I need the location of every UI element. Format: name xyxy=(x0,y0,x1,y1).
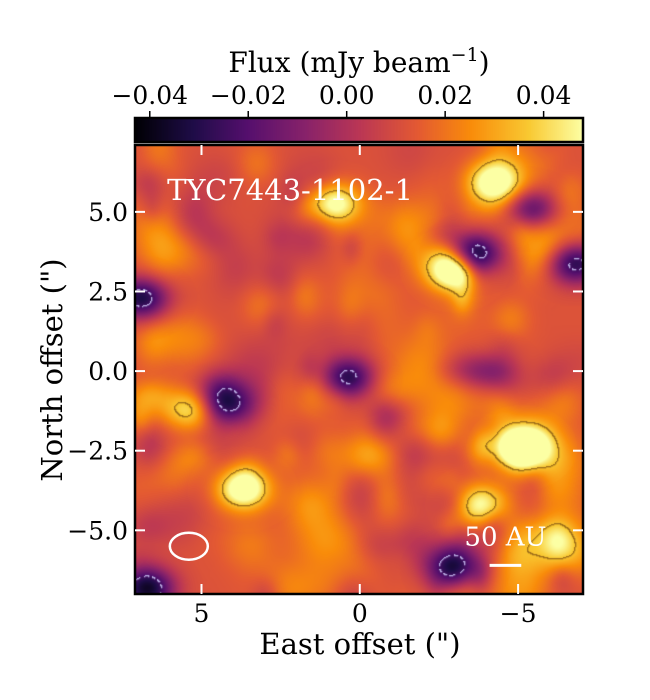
y-tick-label: −5.0 xyxy=(67,516,128,545)
colorbar-tick-label: 0.02 xyxy=(417,81,473,110)
x-tick-label: −5 xyxy=(500,599,537,628)
y-tick-label: 5.0 xyxy=(88,198,128,227)
x-tick-label: 5 xyxy=(194,599,210,628)
scale-bar-label: 50 AU xyxy=(464,523,546,553)
beam-ellipse xyxy=(168,531,210,561)
target-name: TYC7443-1102-1 xyxy=(167,173,413,207)
colorbar-tick-label: −0.04 xyxy=(111,81,188,110)
y-tick-label: 0.0 xyxy=(88,357,128,386)
y-axis-label: North offset (") xyxy=(35,258,69,481)
colorbar xyxy=(135,118,583,142)
x-tick-label: 0 xyxy=(352,599,368,628)
x-axis-label: East offset (") xyxy=(259,627,460,661)
colorbar-label: Flux (mJy beam−1) xyxy=(228,44,489,79)
y-tick-label: 2.5 xyxy=(88,277,128,306)
flux-map xyxy=(135,145,583,594)
y-tick-label: −2.5 xyxy=(67,437,128,466)
colorbar-tick-label: 0.04 xyxy=(516,81,572,110)
colorbar-tick-label: −0.02 xyxy=(210,81,287,110)
colorbar-tick-label: 0.00 xyxy=(319,81,375,110)
colorbar-frame xyxy=(133,116,585,144)
